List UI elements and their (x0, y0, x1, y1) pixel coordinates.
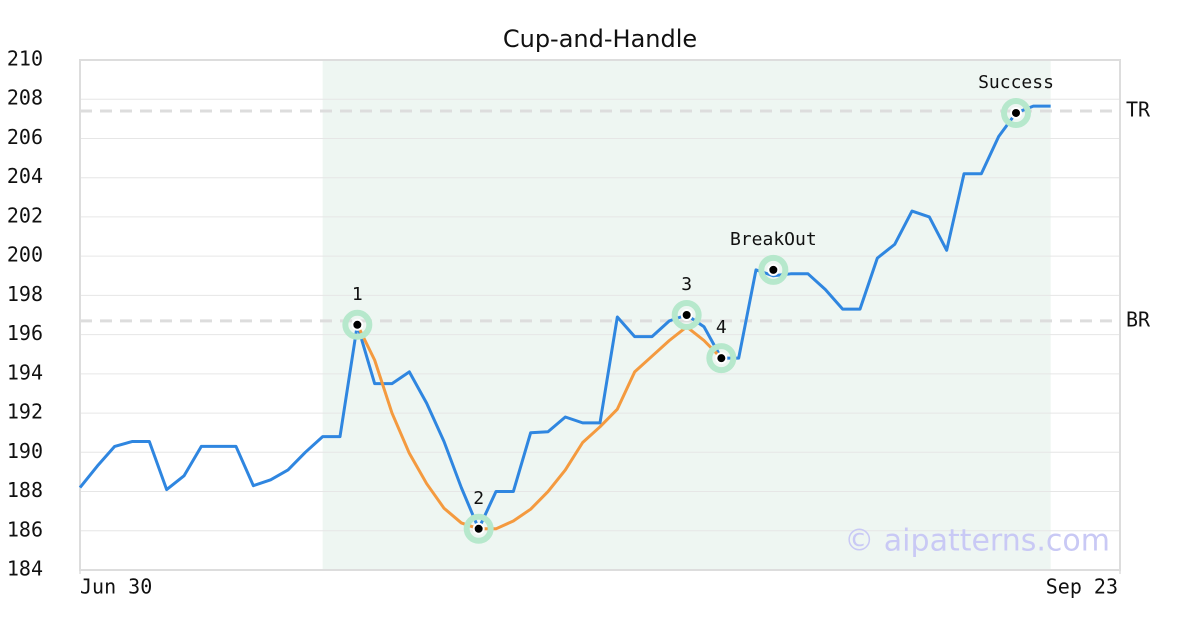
series-line (78, 104, 1051, 531)
chart-title: Cup-and-Handle (503, 25, 697, 53)
annotation-dot (1010, 106, 1022, 119)
plot-frame (79, 59, 1121, 571)
y-tick-label: 210 (7, 47, 43, 71)
annotation-label: BreakOut (730, 229, 817, 250)
watermark: © aipatterns.com (844, 524, 1110, 559)
x-tick-label: Jun 30 (80, 575, 152, 599)
y-tick-label: 200 (7, 243, 43, 267)
annotation-label: 4 (716, 317, 727, 338)
annotation-label: 2 (473, 488, 484, 509)
annotation-halo (758, 254, 789, 285)
annotation-label: 1 (352, 284, 363, 305)
annotation-halo (671, 300, 702, 330)
y-tick-label: 188 (7, 478, 43, 502)
annotation-dot (472, 522, 485, 535)
annotation-halo (342, 309, 373, 340)
y-tick-label: 194 (7, 360, 43, 384)
annotation-halo (1001, 97, 1031, 128)
annotation-dot (351, 318, 364, 331)
level-label: BR (1126, 307, 1151, 331)
y-tick-label: 186 (7, 517, 43, 541)
annotation-label: Success (978, 72, 1054, 93)
y-tick-label: 192 (7, 400, 43, 424)
annotation-halo (463, 513, 494, 544)
annotation-halo (706, 343, 737, 374)
y-tick-label: 190 (7, 439, 43, 463)
series-line (355, 324, 723, 531)
level-label: TR (1126, 98, 1151, 122)
y-tick-label: 208 (7, 86, 43, 110)
y-tick-label: 202 (7, 203, 43, 227)
annotation-label: 3 (681, 274, 692, 295)
y-tick-label: 198 (7, 282, 43, 306)
annotation-dot (715, 352, 728, 365)
y-tick-label: 206 (7, 125, 43, 149)
y-tick-label: 184 (7, 557, 43, 581)
annotation-dot (680, 309, 693, 321)
x-tick-label: Sep 23 (1046, 575, 1118, 599)
y-tick-label: 196 (7, 321, 43, 345)
y-tick-label: 204 (7, 164, 43, 188)
annotation-dot (767, 263, 780, 276)
